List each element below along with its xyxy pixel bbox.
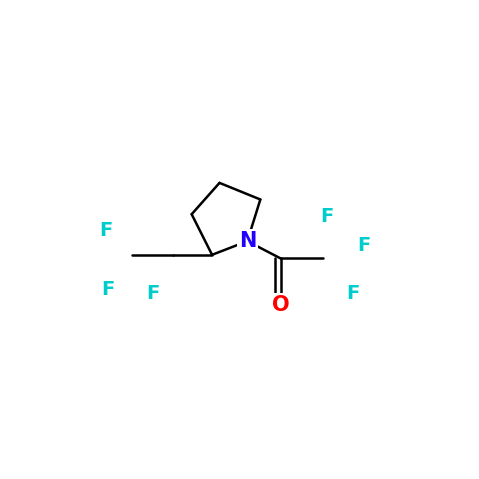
Text: F: F	[358, 236, 371, 255]
Text: F: F	[100, 221, 113, 240]
Text: F: F	[320, 206, 334, 226]
Text: F: F	[146, 284, 160, 303]
Text: F: F	[102, 280, 115, 299]
Text: O: O	[272, 295, 290, 315]
Text: F: F	[346, 284, 360, 303]
Text: N: N	[239, 231, 256, 251]
